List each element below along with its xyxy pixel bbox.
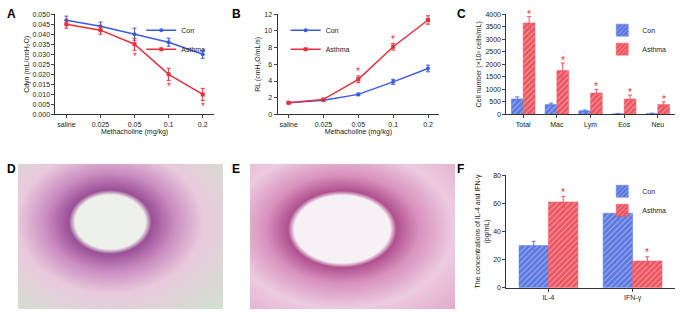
svg-text:D: D [7,162,16,176]
svg-text:*: * [561,55,565,66]
svg-text:saline: saline [279,121,297,128]
svg-text:The concentrations of IL-4 and: The concentrations of IL-4 and IFN-γ(pg/… [474,174,491,288]
svg-text:2500: 2500 [485,48,501,55]
svg-text:20: 20 [493,256,501,263]
svg-text:1000: 1000 [485,86,501,93]
svg-text:0.045: 0.045 [33,21,51,28]
svg-text:0.000: 0.000 [33,111,51,118]
svg-text:B: B [232,7,241,21]
svg-text:0.005: 0.005 [33,101,51,108]
svg-text:E: E [232,162,240,176]
svg-text:C: C [457,7,466,21]
svg-text:*: * [628,87,632,98]
svg-text:0.030: 0.030 [33,51,51,58]
svg-text:2: 2 [268,94,272,101]
svg-text:Mac: Mac [550,121,564,128]
svg-text:0.025: 0.025 [33,61,51,68]
svg-text:*: * [645,247,649,258]
svg-text:*: * [561,187,565,198]
svg-text:Methacholine (mg/kg): Methacholine (mg/kg) [325,128,392,136]
svg-text:8: 8 [268,44,272,51]
svg-text:Asthma: Asthma [181,46,205,53]
svg-text:0.025: 0.025 [315,121,333,128]
svg-text:0.2: 0.2 [198,121,208,128]
svg-text:6: 6 [268,61,272,68]
svg-text:Con: Con [326,27,339,34]
svg-text:12: 12 [264,11,272,18]
svg-text:RL (cmH₂O/mL/s): RL (cmH₂O/mL/s) [254,37,262,92]
svg-text:0.1: 0.1 [388,121,398,128]
svg-text:1500: 1500 [485,73,501,80]
svg-text:Asthma: Asthma [326,46,350,53]
svg-text:2000: 2000 [485,61,501,68]
svg-text:500: 500 [489,98,501,105]
svg-text:0.040: 0.040 [33,31,51,38]
svg-text:3500: 3500 [485,23,501,30]
svg-text:Con: Con [181,27,194,34]
svg-text:*: * [356,66,360,77]
svg-text:*: * [594,81,598,92]
svg-text:*: * [662,94,666,105]
svg-text:0: 0 [497,284,501,291]
svg-text:0.025: 0.025 [92,121,110,128]
svg-text:4000: 4000 [485,11,501,18]
svg-text:0.020: 0.020 [33,71,51,78]
svg-text:*: * [201,101,205,112]
svg-text:Methacholine (mg/kg): Methacholine (mg/kg) [101,128,168,136]
svg-text:80: 80 [493,172,501,179]
svg-text:Asthma: Asthma [642,207,666,214]
svg-text:IL-4: IL-4 [542,294,554,301]
svg-text:0.1: 0.1 [164,121,174,128]
svg-text:IFN-γ: IFN-γ [624,294,642,302]
svg-text:saline: saline [57,121,75,128]
svg-text:Lym: Lym [584,121,597,129]
svg-text:Total: Total [516,121,531,128]
svg-text:Con: Con [642,27,655,34]
svg-text:Con: Con [642,188,655,195]
svg-text:Asthma: Asthma [642,46,666,53]
svg-text:*: * [527,9,531,20]
svg-text:0.010: 0.010 [33,91,51,98]
svg-text:40: 40 [493,228,501,235]
svg-text:60: 60 [493,200,501,207]
svg-text:0.05: 0.05 [352,121,366,128]
svg-text:Eos: Eos [618,121,631,128]
svg-text:*: * [391,34,395,45]
svg-text:0.035: 0.035 [33,41,51,48]
svg-text:Cell number (×10³ cells/mL): Cell number (×10³ cells/mL) [475,21,483,107]
svg-text:Cdyn (mL/cmH₂O): Cdyn (mL/cmH₂O) [23,36,31,93]
svg-text:F: F [457,162,464,176]
svg-text:0: 0 [497,111,501,118]
svg-text:10: 10 [264,27,272,34]
svg-text:4: 4 [268,77,272,84]
svg-text:0.050: 0.050 [33,11,51,18]
svg-text:*: * [133,51,137,62]
svg-text:*: * [167,81,171,92]
svg-text:0.015: 0.015 [33,81,51,88]
svg-text:Neu: Neu [651,121,664,128]
svg-text:0.2: 0.2 [423,121,433,128]
svg-text:3000: 3000 [485,36,501,43]
svg-text:0.05: 0.05 [128,121,142,128]
svg-text:A: A [7,7,16,21]
svg-text:0: 0 [268,111,272,118]
